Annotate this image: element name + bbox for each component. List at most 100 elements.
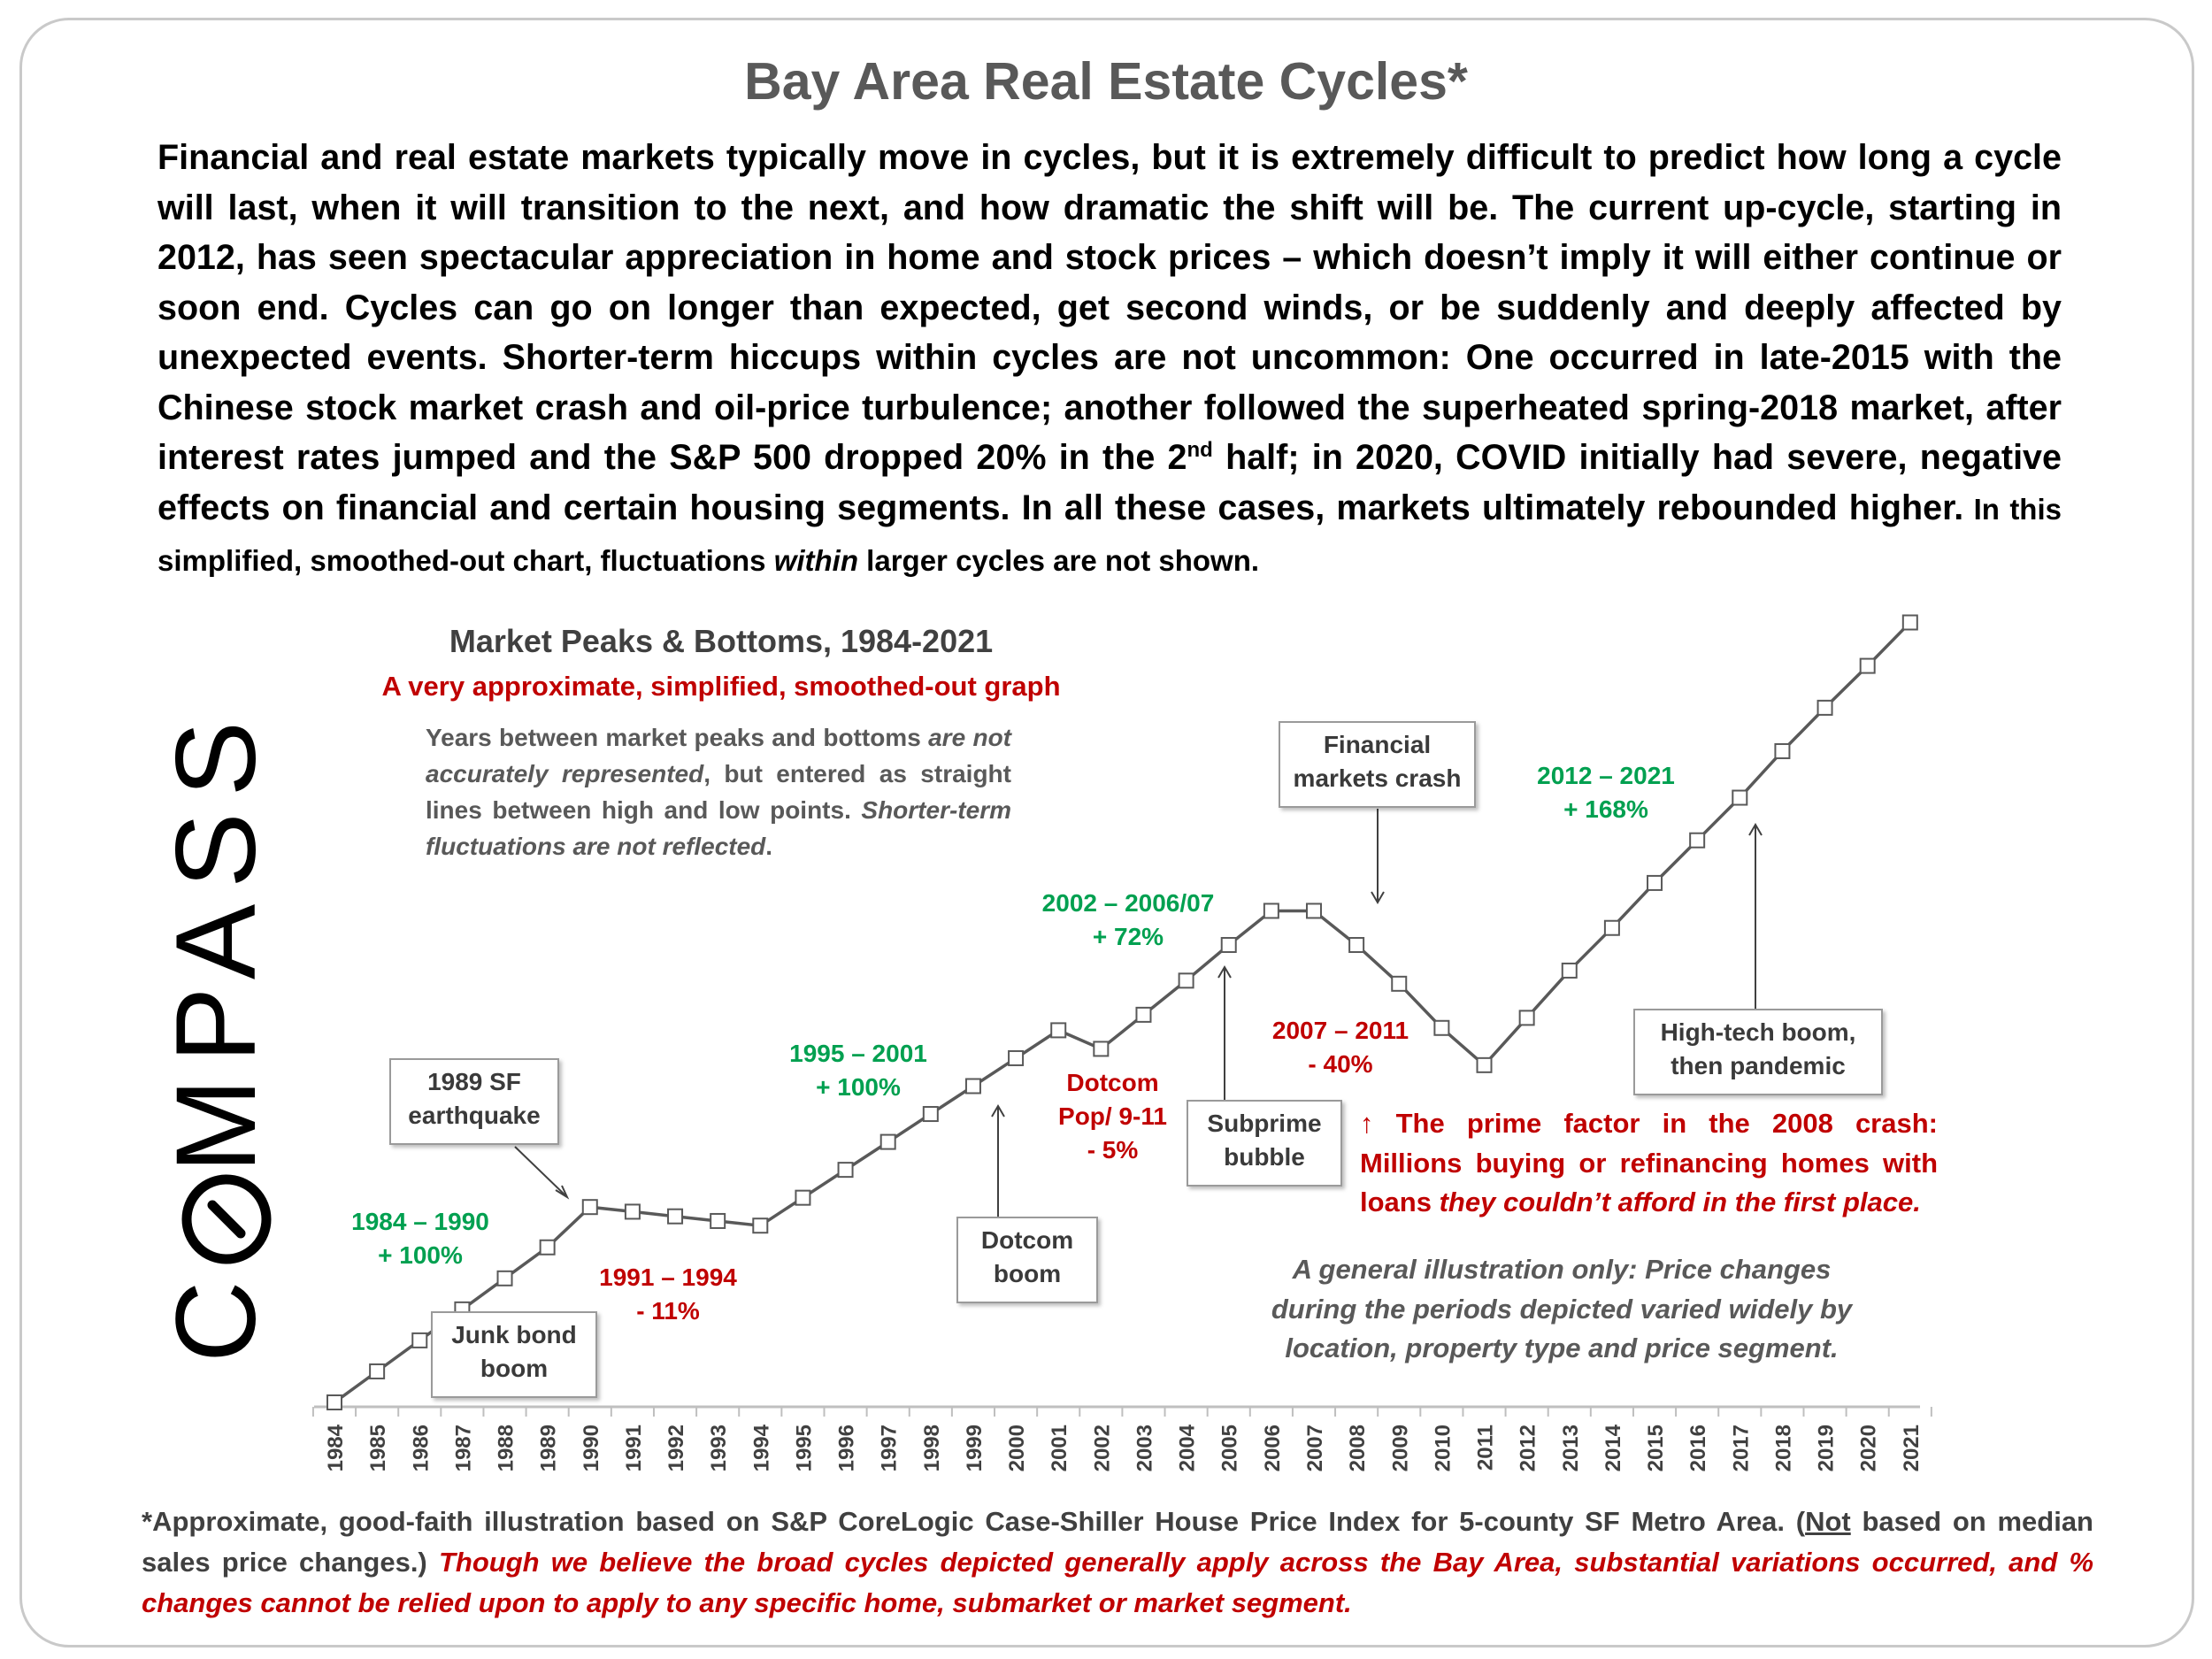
intro-text-2: half; in 2020, COVID initially had sever… [157, 438, 2062, 527]
box-high-tech: High-tech boom, then pandemic [1633, 1009, 1883, 1095]
data-point [411, 1332, 428, 1348]
intro-sup: nd [1187, 437, 1213, 462]
data-point [1348, 937, 1365, 954]
box-hightech-l1: High-tech boom, [1660, 1018, 1856, 1046]
hightech-arrow-head [1748, 823, 1763, 836]
data-point [1518, 1010, 1535, 1026]
label-2002-l1: 2002 – 2006/07 [1041, 889, 1215, 917]
label-2007-l2: - 40% [1308, 1050, 1373, 1078]
label-1995-2001: 1995 – 2001 + 100% [765, 1037, 951, 1104]
box-subprime-l1: Subprime [1207, 1110, 1322, 1137]
data-point [1305, 902, 1322, 919]
intro-paragraph: Financial and real estate markets typica… [157, 133, 2062, 587]
data-point [1774, 742, 1791, 759]
data-point [1561, 962, 1578, 979]
x-tick-label: 2006 [1261, 1425, 1285, 1471]
x-tick-label: 2015 [1644, 1425, 1668, 1471]
data-point [879, 1133, 896, 1150]
data-point [624, 1203, 641, 1220]
data-point [710, 1212, 726, 1229]
chart-title: Market Peaks & Bottoms, 1984-2021 [449, 623, 994, 659]
x-tick-label: 1992 [664, 1425, 688, 1471]
dotcom-arrow-head [991, 1104, 1005, 1118]
box-dotcom-boom: Dotcom boom [956, 1217, 1098, 1303]
foot-italic: Though we believe the broad cycles depic… [142, 1547, 2094, 1618]
box-junk-bond: Junk bond boom [431, 1311, 597, 1398]
prime-text: The prime factor in the 2008 crash: Mill… [1360, 1108, 1938, 1217]
intro-small-a: In this simplified, smoothed-out chart, … [157, 492, 2062, 578]
x-tick-label: 1996 [835, 1425, 859, 1471]
label-2012-l1: 2012 – 2021 [1537, 762, 1675, 789]
label-dotpop-l2: Pop/ 9-11 [1058, 1102, 1167, 1130]
x-tick-label: 2010 [1431, 1425, 1455, 1471]
x-tick-label: 2008 [1346, 1425, 1370, 1471]
x-tick-label: 1991 [622, 1425, 646, 1471]
box-dotcom-l2: boom [993, 1260, 1062, 1287]
x-tick-label: 2005 [1218, 1425, 1242, 1471]
data-point [1050, 1022, 1067, 1039]
x-tick-label: 2016 [1686, 1425, 1710, 1471]
data-point [1220, 937, 1237, 954]
foot-underline: Not [1805, 1506, 1851, 1537]
box-junk-l2: boom [480, 1355, 549, 1382]
data-point [1901, 614, 1918, 631]
x-tick-label: 2004 [1176, 1424, 1200, 1471]
x-tick-label: 1988 [495, 1425, 518, 1471]
box-earthquake-l1: 1989 SF [427, 1068, 521, 1095]
x-tick-label: 1984 [324, 1424, 348, 1471]
prime-factor-note: ↑ The prime factor in the 2008 crash: Mi… [1360, 1104, 1938, 1223]
subprime-arrow-head [1217, 965, 1232, 979]
note-b: , but entered as straight lines between … [426, 760, 1011, 824]
x-tick-label: 2021 [1900, 1425, 1924, 1471]
note-em1: are not accurately represented [426, 724, 1011, 787]
label-dotcom-pop: Dotcom Pop/ 9-11 - 5% [1035, 1066, 1190, 1167]
data-point [964, 1078, 981, 1094]
note-c: . [765, 833, 773, 860]
illus-l1: A general illustration only: Price chang… [1292, 1254, 1832, 1285]
x-tick-label: 2013 [1559, 1425, 1583, 1471]
data-point [581, 1199, 598, 1216]
note-em2: Shorter-term fluctuations are not reflec… [426, 796, 1011, 860]
prime-em: they couldn’t afford in the first place. [1439, 1187, 1921, 1217]
box-financial-l1: Financial [1323, 731, 1432, 758]
x-tick-label: 2000 [1005, 1425, 1029, 1471]
x-tick-label: 1999 [963, 1425, 987, 1471]
data-point [1476, 1056, 1493, 1073]
box-dotcom-l1: Dotcom [980, 1226, 1074, 1254]
x-tick-label: 2012 [1517, 1425, 1540, 1471]
label-2002-l2: + 72% [1092, 923, 1164, 950]
data-point [837, 1162, 854, 1179]
x-tick-label: 2007 [1303, 1425, 1327, 1471]
x-tick-label: 2011 [1474, 1425, 1498, 1471]
page-title: Bay Area Real Estate Cycles* [744, 52, 1468, 111]
label-1984-l2: + 100% [378, 1241, 463, 1269]
x-tick-label: 1990 [580, 1425, 603, 1471]
earthquake-arrow-head [555, 1185, 570, 1200]
data-point [1093, 1041, 1110, 1057]
compass-logo: CMPASS [153, 672, 280, 1363]
chart-note: Years between market peaks and bottoms a… [426, 719, 1011, 864]
x-tick-label: 2020 [1857, 1425, 1881, 1471]
data-point [1433, 1019, 1450, 1036]
label-dotpop-l3: - 5% [1087, 1136, 1139, 1164]
box-earthquake-l2: earthquake [408, 1102, 541, 1129]
chart-subtitle: A very approximate, simplified, smoothed… [381, 671, 1061, 702]
label-1984-l1: 1984 – 1990 [351, 1208, 489, 1235]
data-point [667, 1208, 684, 1225]
x-tick-label: 1997 [878, 1425, 902, 1471]
logo-o-icon [173, 1173, 296, 1265]
x-tick-label: 2003 [1133, 1425, 1156, 1471]
label-2002-2006: 2002 – 2006/07 + 72% [1018, 887, 1239, 954]
data-point [539, 1239, 556, 1256]
box-financial-l2: markets crash [1293, 764, 1462, 792]
x-tick-label: 1985 [366, 1425, 390, 1471]
data-point [1391, 975, 1408, 992]
label-2012-2021: 2012 – 2021 + 168% [1509, 759, 1703, 826]
data-point [1816, 699, 1833, 716]
data-point [795, 1189, 811, 1206]
label-2007-2011: 2007 – 2011 - 40% [1243, 1014, 1438, 1081]
illustration-note: A general illustration only: Price chang… [1243, 1250, 1880, 1369]
label-1991-l2: - 11% [636, 1297, 700, 1325]
box-earthquake: 1989 SF earthquake [389, 1058, 559, 1145]
